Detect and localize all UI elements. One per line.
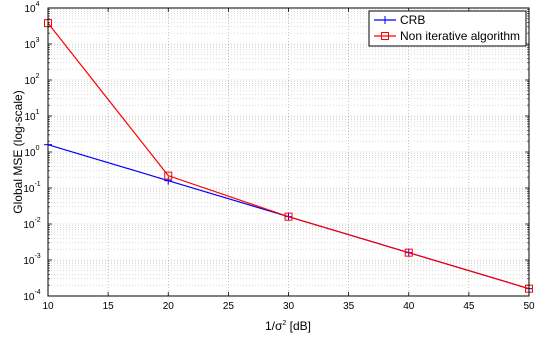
x-tick-label: 10	[42, 301, 54, 312]
y-tick-label: 102	[24, 73, 39, 87]
y-tick-label: 103	[24, 37, 39, 51]
data-point-plus	[164, 176, 173, 185]
legend-label: Non iterative algorithm	[400, 29, 520, 43]
legend-entries: CRB Non iterative algorithm	[374, 13, 520, 43]
y-tick-label: 100	[24, 145, 39, 159]
y-tick-label: 101	[24, 109, 39, 123]
y-tick-label: 10-4	[23, 289, 40, 303]
x-tick-label: 45	[463, 301, 475, 312]
x-tick-label: 30	[283, 301, 295, 312]
y-tick-label: 104	[24, 1, 39, 15]
series-line	[47, 22, 530, 290]
data-point-square	[404, 248, 413, 257]
legend-box	[368, 10, 527, 47]
legend-entry: Non iterative algorithm	[374, 29, 520, 43]
y-axis-title: Global MSE (log-scale)	[11, 90, 25, 213]
x-tick-label: 50	[523, 301, 535, 312]
legend-entry: CRB	[374, 13, 425, 27]
data-point-square	[164, 171, 173, 180]
x-tick-label: 15	[103, 301, 115, 312]
y-tick-label: 10-1	[23, 181, 40, 195]
x-tick-label: 40	[403, 301, 415, 312]
data-point-square	[381, 32, 389, 40]
x-tick-label: 35	[343, 301, 355, 312]
data-point-square	[284, 212, 293, 221]
x-axis-title: 1/σ2 [dB]	[265, 319, 311, 333]
y-tick-label: 10-3	[23, 253, 40, 267]
grid	[48, 8, 529, 296]
ticks: 10 15 20 25 30 35 40 45 50 10-4 10-3 10-2 10-1 100 101…	[23, 1, 535, 312]
x-tick-label: 25	[223, 301, 235, 312]
y-tick-label: 10-2	[23, 217, 40, 231]
x-tick-label: 20	[163, 301, 175, 312]
data-point-plus	[381, 16, 389, 24]
legend: CRB Non iterative algorithm	[368, 10, 527, 47]
legend-label: CRB	[400, 13, 425, 27]
